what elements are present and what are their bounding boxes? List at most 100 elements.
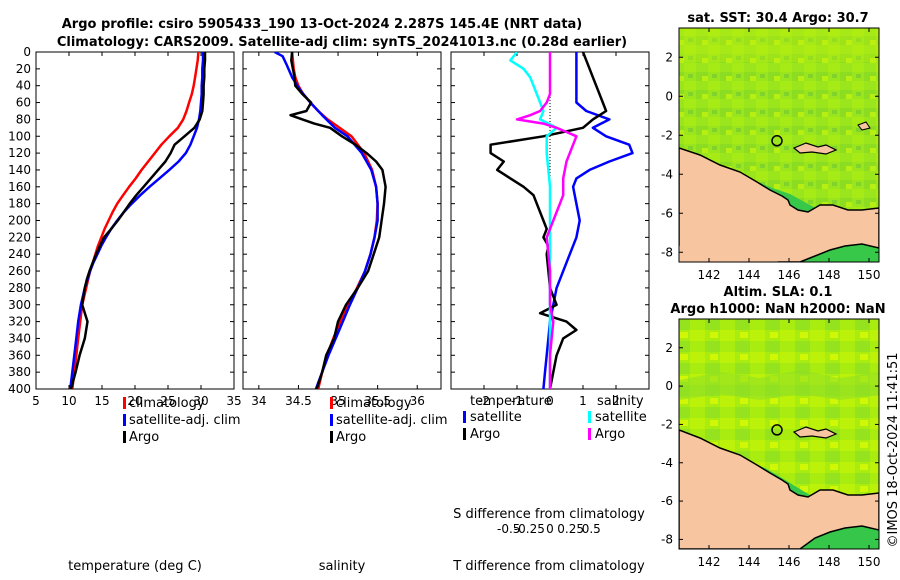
salinity-x-ticks: 34 34.5 35 35.5 36 — [251, 52, 425, 408]
temperature-y-ticks: 0 20 40 60 80 100 120 140 160 180 200 220 240 260 280 3… — [8, 45, 234, 396]
x-tick-label: 25 — [160, 394, 175, 408]
y-tick-label: 80 — [16, 112, 31, 126]
x-tick-label: 35.5 — [364, 394, 391, 408]
y-tick-label: 160 — [8, 180, 31, 194]
salinity-xlabel: salinity — [319, 559, 366, 574]
salinity-panel: 34 34.5 35 35.5 36 salinity climatology sate… — [242, 51, 448, 574]
x-tick-label: 1 — [579, 394, 587, 408]
t-difference-label: T difference from climatology — [452, 559, 645, 574]
legend-s-satellite-label: satellite — [595, 410, 647, 425]
y-tick-label: 320 — [8, 315, 31, 329]
y-tick-label: 400 — [8, 382, 31, 396]
x-tick-label: 5 — [32, 394, 40, 408]
y-tick-label: 220 — [8, 230, 31, 244]
y-tick-label: 140 — [8, 163, 31, 177]
map-y-tick-label: -4 — [661, 456, 673, 470]
x-tick-label: 10 — [61, 394, 76, 408]
map-y-tick-label: -6 — [661, 494, 673, 508]
temperature-legend-argo-swatch — [123, 431, 126, 443]
salinity-legend-satellite-label: satellite-adj. clim — [336, 413, 448, 428]
temperature-legend-satellite-swatch — [123, 414, 126, 426]
s-tick-label: -0.25 — [514, 522, 545, 536]
y-tick-label: 280 — [8, 281, 31, 295]
temperature-legend-climatology-swatch — [123, 397, 126, 409]
salinity-y-ticks — [243, 51, 441, 390]
sla-argo-location-marker — [771, 424, 783, 436]
map-x-tick-label: 144 — [738, 555, 761, 569]
sst-land-mass — [679, 147, 879, 262]
temperature-legend-climatology-label: climatology — [129, 396, 205, 411]
sla-map-x-ticks: 142 144 146 148 150 — [698, 319, 881, 569]
map-y-tick-label: 2 — [665, 341, 673, 355]
legend-s-argo-swatch — [588, 428, 591, 440]
s-difference-label: S difference from climatology — [453, 507, 645, 522]
sla-land-mass — [679, 429, 879, 549]
x-tick-label: 34.5 — [285, 394, 312, 408]
sst-map-x-ticks: 142 144 146 148 150 — [698, 28, 881, 282]
sst-map-panel: sat. SST: 30.4 Argo: 30.7 2 0 -2 -4 -6 -8 142… — [661, 11, 880, 282]
map-x-tick-label: 150 — [858, 555, 881, 569]
map-x-tick-label: 148 — [818, 268, 841, 282]
legend-s-satellite-swatch — [588, 411, 591, 423]
s-tick-label: 0 — [546, 522, 554, 536]
s-tick-label: 0.5 — [582, 522, 601, 536]
map-y-tick-label: -2 — [661, 417, 673, 431]
sla-island — [792, 426, 838, 439]
y-tick-label: 340 — [8, 331, 31, 345]
difference-y-ticks — [451, 51, 649, 390]
salinity-legend-climatology-swatch — [330, 397, 333, 409]
temperature-x-ticks: 5 10 15 20 25 30 35 — [32, 52, 242, 408]
difference-panel: -2 -1 0 1 2 -0.5-0.25 0 0.250.5 S difference f… — [450, 51, 650, 574]
map-y-tick-label: 2 — [665, 50, 673, 64]
sst-warm-band — [679, 28, 879, 62]
temperature-xlabel: temperature (deg C) — [68, 559, 202, 574]
salinity-legend-argo-swatch — [330, 431, 333, 443]
map-y-tick-label: 0 — [665, 89, 673, 103]
temperature-axes-frame — [35, 51, 235, 390]
difference-s-ticks: -0.5-0.25 0 0.250.5 — [497, 522, 601, 536]
map-x-tick-label: 146 — [778, 268, 801, 282]
y-tick-label: 180 — [8, 197, 31, 211]
x-tick-label: 36 — [410, 394, 425, 408]
figure-title-line1: Argo profile: csiro 5905433_190 13-Oct-2… — [62, 17, 583, 32]
y-tick-label: 60 — [16, 96, 31, 110]
x-tick-label: 0 — [546, 394, 554, 408]
x-tick-label: 20 — [127, 394, 142, 408]
x-tick-label: 34 — [251, 394, 266, 408]
temperature-legend-argo-label: Argo — [129, 430, 159, 445]
x-tick-label: 35 — [330, 394, 345, 408]
temperature-legend: climatology satellite-adj. clim Argo — [123, 396, 241, 445]
sst-island — [792, 142, 838, 155]
x-tick-label: -2 — [478, 394, 490, 408]
sla-map-panel: Altim. SLA: 0.1 Argo h1000: NaN h2000: N… — [661, 285, 886, 569]
sla-map-subtitle: Argo h1000: NaN h2000: NaN — [670, 302, 885, 317]
salinity-axes-frame — [242, 51, 442, 390]
sst-land-south — [679, 240, 780, 262]
map-y-tick-label: -2 — [661, 128, 673, 142]
sla-map-y-ticks: 2 0 -2 -4 -6 -8 — [661, 341, 879, 546]
y-tick-label: 260 — [8, 264, 31, 278]
y-tick-label: 40 — [16, 79, 31, 93]
s-argo-diff-line — [515, 52, 578, 389]
legend-temperature-title: temperature — [470, 394, 552, 409]
sst-map-y-ticks: 2 0 -2 -4 -6 -8 — [661, 50, 879, 259]
y-tick-label: 380 — [8, 365, 31, 379]
temperature-argo-line — [69, 52, 207, 389]
sla-map-frame — [678, 318, 880, 550]
legend-s-argo-label: Argo — [595, 427, 625, 442]
map-x-tick-label: 144 — [738, 268, 761, 282]
map-x-tick-label: 148 — [818, 555, 841, 569]
y-tick-label: 360 — [8, 348, 31, 362]
y-tick-label: 20 — [16, 62, 31, 76]
sla-low-band — [680, 370, 879, 400]
legend-t-argo-label: Argo — [470, 427, 500, 442]
y-tick-label: 200 — [8, 214, 31, 228]
map-x-tick-label: 150 — [858, 268, 881, 282]
y-tick-label: 0 — [23, 45, 31, 59]
legend-t-argo-swatch — [463, 428, 466, 440]
salinity-legend-argo-label: Argo — [336, 430, 366, 445]
temperature-panel: 0 20 40 60 80 100 120 140 160 180 200 220 240 260 280 3… — [8, 45, 242, 574]
temperature-legend-satellite-label: satellite-adj. clim — [129, 413, 241, 428]
x-tick-label: 15 — [94, 394, 109, 408]
